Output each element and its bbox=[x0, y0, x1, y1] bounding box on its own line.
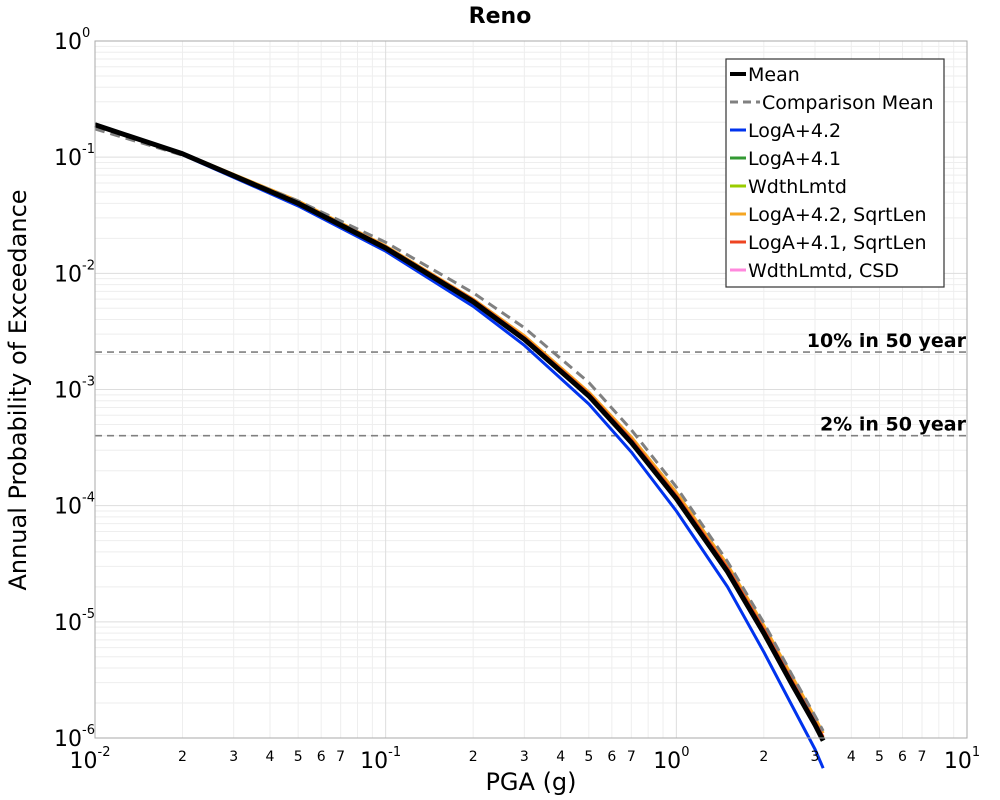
y-tick-labels: 100 10-1 10-2 10-3 10-4 10-5 10-6 bbox=[54, 26, 95, 752]
x-minor-tick-label: 3 bbox=[811, 749, 820, 765]
series-line bbox=[94, 122, 826, 742]
y-tick-label: 10-5 bbox=[54, 607, 95, 636]
plot-frame bbox=[94, 40, 968, 739]
x-minor-tick-label: 7 bbox=[627, 749, 636, 765]
x-axis-label: PGA (g) bbox=[485, 768, 576, 796]
chart-title: Reno bbox=[469, 4, 532, 29]
x-minor-tick-label: 6 bbox=[607, 749, 616, 765]
x-minor-tick-label: 7 bbox=[918, 749, 927, 765]
legend-box bbox=[725, 58, 945, 288]
x-minor-tick-label: 2 bbox=[469, 749, 478, 765]
x-minor-tick-label: 3 bbox=[229, 749, 238, 765]
x-tick-label: 101 bbox=[944, 745, 980, 774]
x-minor-tick-label: 4 bbox=[266, 749, 275, 765]
x-minor-tick-label: 2 bbox=[759, 749, 768, 765]
x-tick-label: 10-1 bbox=[360, 745, 401, 774]
legend-label: WdthLmtd, CSD bbox=[748, 260, 899, 282]
y-tick-label: 10-1 bbox=[54, 142, 95, 171]
legend-label: Comparison Mean bbox=[762, 92, 934, 114]
legend-label: LogA+4.1 bbox=[748, 148, 841, 170]
x-minor-tick-label: 2 bbox=[178, 749, 187, 765]
series-layer bbox=[94, 122, 826, 769]
x-tick-label: 10-2 bbox=[70, 745, 111, 774]
y-axis-label: Annual Probability of Exceedance bbox=[4, 189, 32, 590]
x-minor-tick-label: 4 bbox=[556, 749, 565, 765]
legend: Mean Comparison Mean LogA+4.2 LogA+4.1 WdthL… bbox=[725, 58, 945, 288]
y-tick-label: 10-2 bbox=[54, 258, 95, 287]
x-minor-tick-label: 5 bbox=[584, 749, 593, 765]
y-tick-label: 100 bbox=[54, 26, 90, 55]
reference-line-label: 2% in 50 year bbox=[820, 414, 967, 436]
legend-label: LogA+4.2, SqrtLen bbox=[748, 204, 927, 226]
x-minor-tick-label: 5 bbox=[294, 749, 303, 765]
x-minor-tick-label: 7 bbox=[336, 749, 345, 765]
x-minor-tick-label: 6 bbox=[898, 749, 907, 765]
legend-label: LogA+4.2 bbox=[748, 120, 841, 142]
x-tick-label: 100 bbox=[653, 745, 689, 774]
legend-label: LogA+4.1, SqrtLen bbox=[748, 232, 927, 254]
y-tick-label: 10-4 bbox=[54, 491, 95, 520]
y-tick-label: 10-3 bbox=[54, 375, 95, 404]
legend-label: WdthLmtd bbox=[748, 176, 847, 198]
x-minor-tick-label: 3 bbox=[520, 749, 529, 765]
y-tick-label: 10-6 bbox=[54, 723, 95, 752]
x-minor-tick-label: 6 bbox=[317, 749, 326, 765]
series-line bbox=[94, 127, 825, 732]
x-minor-tick-label: 5 bbox=[875, 749, 884, 765]
reference-line-label: 10% in 50 year bbox=[807, 330, 967, 352]
legend-label: Mean bbox=[748, 64, 800, 86]
x-minor-tick-label: 4 bbox=[847, 749, 856, 765]
